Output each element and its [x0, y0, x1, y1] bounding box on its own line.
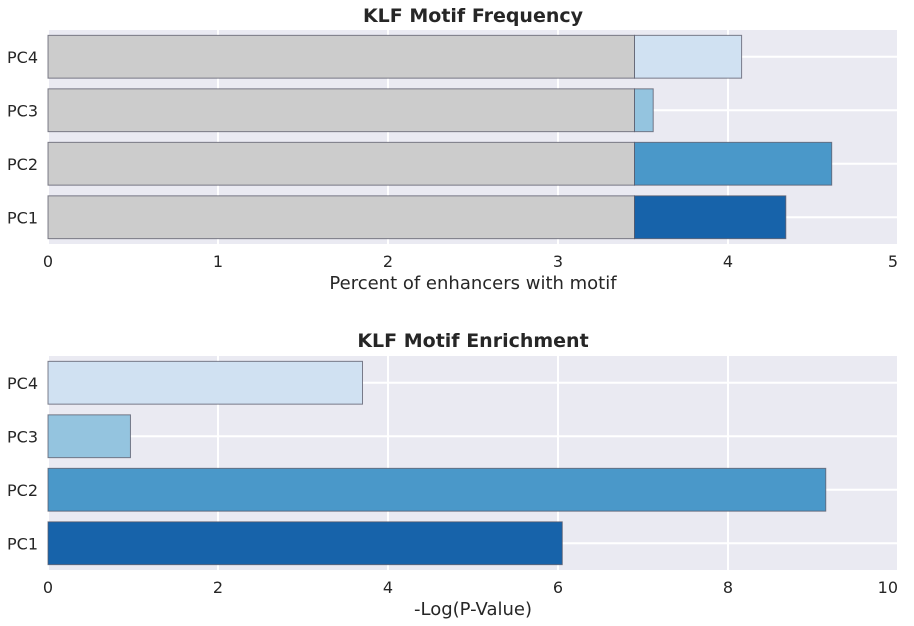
bar-pc1-segment-0 — [47, 195, 635, 240]
chart-title-enrichment: KLF Motif Enrichment — [357, 330, 588, 352]
bar-pc4-segment-1 — [634, 34, 743, 79]
bar-pc3-segment-1 — [634, 88, 654, 133]
enrichment-chart: PC1 PC2 PC3 PC4 0 2 4 6 8 10 KLF Motif Enrichmen… — [7, 330, 899, 620]
y-tick-label: PC2 — [7, 481, 38, 500]
bars-frequency — [47, 34, 833, 240]
bars-enrichment — [47, 360, 827, 566]
x-tick-label: 6 — [553, 578, 563, 597]
x-tick-label: 8 — [723, 578, 733, 597]
x-tick-label: 3 — [553, 252, 563, 271]
bar-pc1-segment-1 — [634, 195, 787, 240]
bar-pc2-segment-0 — [47, 141, 635, 186]
y-tick-labels-frequency: PC1 PC2 PC3 PC4 — [7, 48, 38, 228]
x-tick-label: 1 — [213, 252, 223, 271]
x-tick-label: 4 — [383, 578, 393, 597]
y-tick-label: PC4 — [7, 48, 38, 67]
x-tick-label: 0 — [43, 252, 53, 271]
x-tick-label: 2 — [213, 578, 223, 597]
bar-pc2-segment-1 — [634, 141, 833, 186]
x-tick-labels-frequency: 0 1 2 3 4 5 — [43, 252, 898, 271]
y-tick-label: PC1 — [7, 534, 38, 553]
bar-pc4-segment-0 — [47, 34, 635, 79]
bar-pc2 — [47, 467, 827, 512]
x-axis-label-frequency: Percent of enhancers with motif — [329, 273, 617, 294]
x-axis-label-enrichment: -Log(P-Value) — [414, 599, 532, 620]
x-tick-label: 10 — [878, 578, 898, 597]
chart-title-frequency: KLF Motif Frequency — [363, 5, 584, 27]
y-tick-label: PC1 — [7, 208, 38, 227]
y-tick-label: PC3 — [7, 427, 38, 446]
x-tick-label: 5 — [888, 252, 898, 271]
bar-pc3 — [47, 414, 131, 459]
y-tick-label: PC2 — [7, 155, 38, 174]
bar-pc4 — [47, 360, 363, 405]
bar-pc3-segment-0 — [47, 88, 635, 133]
y-tick-labels-enrichment: PC1 PC2 PC3 PC4 — [7, 374, 38, 554]
bar-pc1 — [47, 521, 563, 566]
x-tick-labels-enrichment: 0 2 4 6 8 10 — [43, 578, 898, 597]
y-tick-label: PC3 — [7, 101, 38, 120]
x-tick-label: 0 — [43, 578, 53, 597]
y-tick-label: PC4 — [7, 374, 38, 393]
x-tick-label: 2 — [383, 252, 393, 271]
x-tick-label: 4 — [723, 252, 733, 271]
